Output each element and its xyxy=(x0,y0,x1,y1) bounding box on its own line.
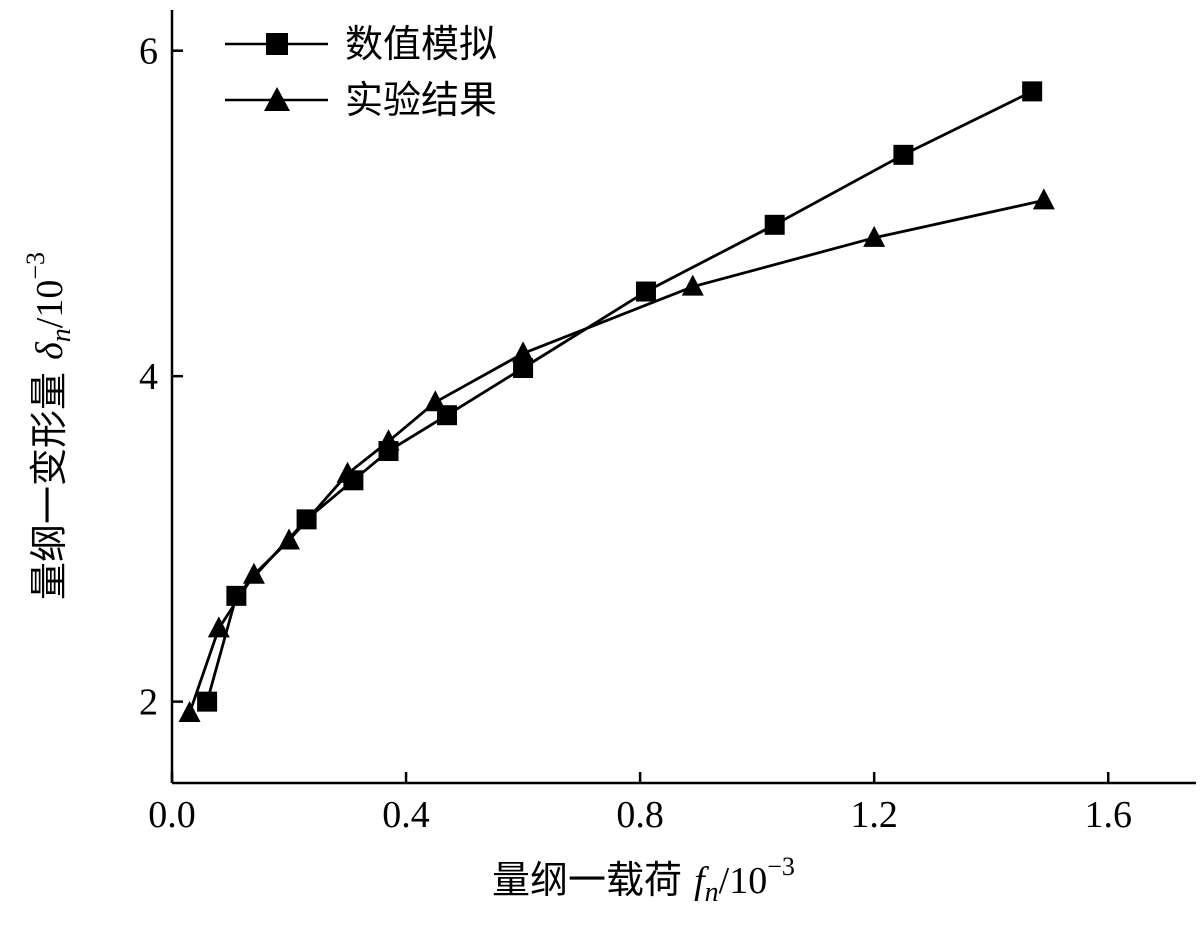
data-point-square xyxy=(226,585,247,606)
legend-simulation-label: 数值模拟 xyxy=(345,22,497,66)
y-axis-label: 量纲一变形量 δn/10−3 xyxy=(21,252,77,600)
data-point-triangle xyxy=(681,274,704,296)
data-point-triangle xyxy=(377,429,400,451)
y-axis-label-subscript: n xyxy=(46,328,77,342)
data-point-triangle xyxy=(178,701,201,723)
data-point-triangle xyxy=(863,225,886,247)
y-axis-label-prefix: 量纲一变形量 xyxy=(27,360,71,600)
x-axis-label-subscript: n xyxy=(705,877,719,908)
x-tick-label: 1.2 xyxy=(850,794,898,836)
axes xyxy=(170,10,1196,785)
data-point-square xyxy=(197,691,218,712)
data-point-triangle xyxy=(278,528,301,550)
x-tick-label: 0.4 xyxy=(382,794,430,836)
data-point-triangle xyxy=(424,390,447,412)
x-tick-label: 1.6 xyxy=(1084,794,1132,836)
data-point-square xyxy=(764,214,785,235)
data-point-square xyxy=(893,144,914,165)
y-tick-label: 2 xyxy=(139,682,158,724)
legend-item-simulation: 数值模拟 xyxy=(225,22,497,66)
x-axis-label-unit: /10 xyxy=(719,860,768,902)
data-point-square xyxy=(635,281,656,302)
data-point-square xyxy=(1022,81,1043,102)
legend-simulation-marker xyxy=(266,33,288,55)
x-tick-label: 0.8 xyxy=(616,794,664,836)
series-experiment xyxy=(178,188,1055,723)
legend-item-experiment: 实验结果 xyxy=(225,78,497,122)
series-line xyxy=(205,90,1033,702)
series-line xyxy=(188,199,1045,714)
data-point-triangle xyxy=(1032,188,1055,210)
y-axis-label-exponent: −3 xyxy=(21,252,50,280)
x-axis-label-prefix: 量纲一载荷 xyxy=(492,858,694,902)
y-axis-label-unit: /10 xyxy=(29,280,71,329)
x-axis-label: 量纲一载荷 fn/10−3 xyxy=(492,852,795,908)
legend-experiment-marker xyxy=(264,87,290,111)
data-point-triangle xyxy=(336,461,359,483)
legend: 数值模拟 实验结果 xyxy=(225,22,497,122)
y-axis-label-symbol: δ xyxy=(29,341,71,360)
series-simulation xyxy=(197,81,1043,712)
data-point-triangle xyxy=(207,616,230,638)
data-point-triangle xyxy=(512,341,535,363)
ticks: 0.0 0.4 0.8 1.2 1.6 2 4 6 xyxy=(139,31,1132,836)
x-axis-label-exponent: −3 xyxy=(767,852,795,881)
series xyxy=(178,81,1055,723)
data-point-square xyxy=(513,358,534,379)
legend-experiment-label: 实验结果 xyxy=(345,78,497,122)
y-tick-label: 4 xyxy=(139,356,158,398)
x-tick-label: 0.0 xyxy=(148,794,196,836)
y-tick-label: 6 xyxy=(139,31,158,73)
data-point-triangle xyxy=(242,562,265,584)
